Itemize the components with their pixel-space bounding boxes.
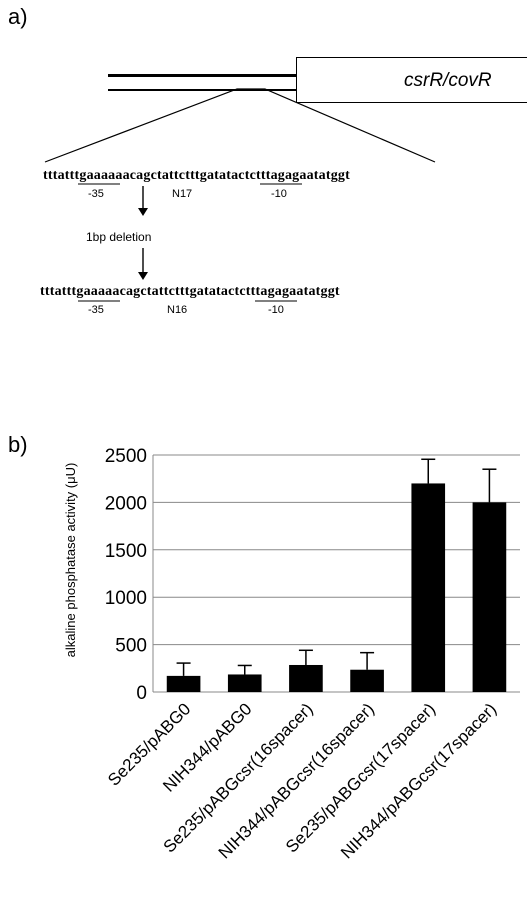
label-10-top: -10 [271,188,287,200]
axes [152,455,520,693]
y-tick-label: 500 [115,636,147,657]
bars [166,483,507,692]
deletion-arrow-bottom-head [138,272,148,280]
upstream-line-thick [108,74,298,77]
zoom-lines [44,88,436,302]
bar [472,502,507,692]
x-tick-labels: Se235/pABG0NIH344/pABG0Se235/pABGcsr(16s… [104,699,500,862]
error-bars [176,458,497,676]
upstream-line-thin [108,89,298,91]
y-tick-label: 2000 [105,493,147,514]
label-n16: N16 [167,304,188,316]
bar-chart: 0 500 1000 1500 2000 2500 Se235/pABG0NIH344/p… [63,446,520,862]
deletion-note: 1bp deletion [86,230,152,244]
gene-box [296,57,527,103]
gene-label: csrR/covR [404,70,492,91]
deletion-arrow-top-head [138,208,148,216]
y-tick-label: 0 [136,683,147,704]
sequence-original: tttatttgaaaaaacagctattctttgatatactctttag… [43,168,350,183]
sequence-deleted: tttatttgaaaaacagctattctttgatatactctttaga… [40,284,340,299]
y-tick-label: 2500 [105,446,147,467]
label-35-top: -35 [88,188,104,200]
y-tick-label: 1000 [105,588,147,609]
y-tick-labels: 0 500 1000 1500 2000 2500 [105,446,147,704]
y-tick-label: 1500 [105,541,147,562]
y-axis-label: alkaline phosphatase activity (μU) [63,463,78,658]
label-10-bottom: -10 [268,304,284,316]
panel-b-label: b) [8,432,28,457]
bar [411,483,446,692]
label-n17: N17 [172,188,193,200]
bar [166,675,201,692]
bar [350,669,384,692]
panel-a-label: a) [8,4,28,29]
zoom-trapezoid [44,88,436,163]
bar [227,674,262,692]
gridlines [153,454,520,646]
label-35-bottom: -35 [88,304,104,316]
bar [289,664,323,692]
